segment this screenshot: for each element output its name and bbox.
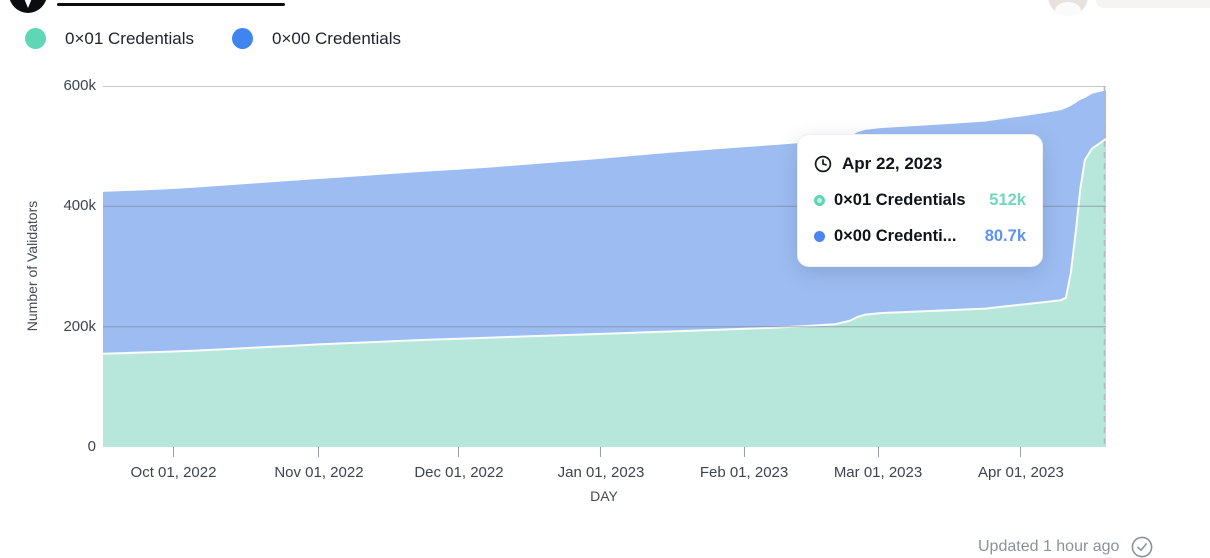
x-tick-mark [877,447,879,457]
check-circle-icon[interactable] [1131,536,1153,558]
x-tick-mark [173,447,174,457]
legend-item-0x00-credentials[interactable]: 0×00 Credentials [232,28,401,49]
logo-glyph-icon [9,0,47,13]
x-tick-label: Nov 01, 2022 [274,464,364,481]
y-tick-400k: 400k [63,197,96,215]
area-0x01-credentials [103,138,1106,447]
tooltip-row-0x00: 0×00 Credenti... 80.7k [814,218,1026,254]
clock-icon [814,155,832,173]
tooltip-series-label: 0×01 Credentials [834,190,966,209]
y-tick-200k: 200k [63,317,96,335]
updated-text: Updated 1 hour ago [978,538,1120,555]
header-pill-cutoff [1096,0,1210,8]
tooltip-date: Apr 22, 2023 [842,154,943,173]
legend-item-0x01-credentials[interactable]: 0×01 Credentials [25,28,194,49]
x-tick-label: Oct 01, 2022 [130,464,217,481]
site-logo[interactable] [8,0,48,16]
legend-label: 0×00 Credentials [272,28,402,48]
legend-dot-teal-icon [25,28,46,49]
x-tick-label: Mar 01, 2023 [833,464,923,481]
tooltip-row-0x01: 0×01 Credentials 512k [814,182,1026,218]
tooltip-series-label: 0×00 Credenti... [834,226,957,245]
page-title-underline [57,3,285,6]
tooltip-series-value: 80.7k [984,226,1026,245]
x-tick-label: Dec 01, 2022 [414,464,504,481]
x-tick-label: Feb 01, 2023 [699,464,789,481]
legend-label: 0×01 Credentials [65,28,195,48]
chart-tooltip: Apr 22, 2023 0×01 Credentials 512k 0×00 … [797,134,1043,267]
x-tick-label: Jan 01, 2023 [557,464,645,481]
legend-dot-blue-icon [232,28,254,49]
teal-marker-icon [814,194,825,206]
tooltip-series-value: 512k [989,190,1026,209]
x-tick-mark [318,447,320,457]
x-tick-label: Apr 01, 2023 [977,464,1064,481]
x-axis-title: DAY [590,488,618,504]
chart-legend: 0×01 Credentials 0×00 Credentials [25,28,401,49]
x-tick-mark [600,447,602,457]
blue-marker-icon [814,230,825,242]
tooltip-date-row: Apr 22, 2023 [814,146,1026,182]
update-status: Updated 1 hour ago [978,536,1198,558]
x-tick-mark [743,447,745,457]
y-tick-600k: 600k [63,77,96,94]
user-avatar[interactable] [1048,0,1088,16]
x-tick-mark [1020,447,1022,457]
x-tick-mark [458,447,460,457]
y-tick-0: 0 [87,438,96,455]
